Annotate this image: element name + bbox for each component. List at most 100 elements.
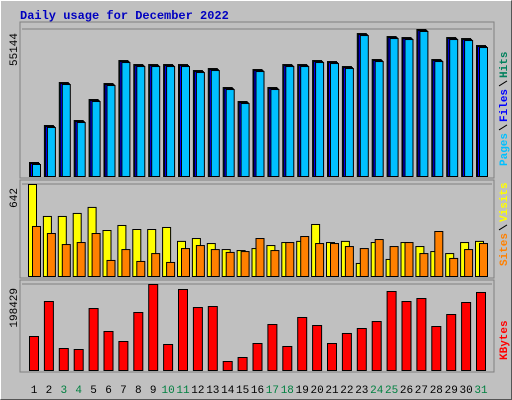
bar	[297, 316, 308, 372]
bar	[255, 238, 265, 277]
x-tick-label: 12	[191, 385, 204, 397]
bar	[476, 291, 486, 372]
x-tick-label: 21	[325, 385, 339, 397]
x-tick-label: 5	[90, 385, 97, 397]
bar	[312, 325, 323, 371]
bar	[240, 251, 250, 278]
bar	[267, 324, 278, 371]
bar	[121, 62, 131, 177]
bar	[106, 259, 116, 278]
bar	[73, 349, 84, 371]
bar	[210, 70, 220, 177]
bar	[76, 122, 86, 178]
bar	[58, 348, 69, 371]
x-tick-label: 19	[296, 385, 309, 397]
bar	[121, 249, 131, 277]
bar	[464, 40, 474, 178]
bar	[327, 342, 337, 372]
x-tick-label: 15	[236, 385, 249, 397]
x-tick-label: 30	[459, 385, 472, 397]
bar	[359, 248, 369, 277]
bar	[103, 330, 114, 372]
bar	[210, 249, 220, 277]
bar	[32, 164, 41, 178]
x-tick-label: 2	[46, 385, 53, 397]
bar	[330, 243, 339, 277]
x-tick-label: 29	[445, 385, 458, 397]
bar	[371, 321, 382, 371]
bar	[151, 253, 161, 277]
bar	[404, 39, 414, 178]
bar	[282, 345, 293, 371]
bar	[43, 301, 54, 371]
bar	[401, 301, 412, 371]
bar	[479, 243, 488, 277]
bar	[330, 63, 339, 177]
bar	[61, 244, 71, 277]
x-tick-label: 9	[150, 385, 157, 397]
x-tick-label: 17	[266, 385, 279, 397]
x-tick-label: 28	[430, 385, 443, 397]
bar	[46, 127, 56, 178]
bar	[449, 257, 459, 278]
bar	[133, 312, 144, 371]
y-tick-label: 55144	[9, 33, 21, 66]
legend-entry: Hits	[499, 52, 511, 78]
bar	[151, 66, 161, 177]
x-tick-label: 1	[31, 385, 38, 397]
x-tick-label: 24	[370, 385, 384, 397]
legend-separator	[498, 124, 508, 131]
panel	[19, 279, 495, 373]
x-tick-label: 13	[206, 385, 219, 397]
bar	[225, 251, 235, 278]
bar	[419, 253, 429, 277]
bar	[344, 246, 354, 278]
x-tick-label: 4	[75, 385, 82, 397]
bar	[446, 314, 457, 371]
chart-title: Daily usage for December 2022	[20, 9, 229, 23]
x-tick-label: 7	[120, 385, 127, 397]
bar	[374, 239, 384, 277]
bar	[389, 246, 399, 278]
bar	[389, 38, 399, 178]
bar	[166, 261, 176, 277]
x-tick-label: 8	[135, 385, 142, 397]
bar	[434, 61, 444, 177]
bar	[192, 307, 203, 371]
x-tick-label: 11	[176, 385, 190, 397]
legend-entry: Sites	[499, 233, 511, 266]
bar	[359, 35, 369, 178]
bar	[91, 233, 101, 277]
x-tick-label: 25	[385, 385, 398, 397]
bar	[88, 308, 99, 371]
x-tick-label: 27	[415, 385, 428, 397]
bar	[270, 250, 280, 278]
panel	[19, 21, 495, 179]
bar	[32, 225, 41, 278]
legend-entry: Visits	[499, 182, 511, 222]
bar	[136, 260, 146, 277]
x-tick-label: 20	[310, 385, 323, 397]
bar	[118, 341, 129, 372]
panel	[19, 179, 495, 279]
bar	[181, 66, 190, 177]
x-tick-label: 16	[251, 385, 264, 397]
bar	[461, 301, 472, 371]
bar	[449, 39, 459, 178]
bar	[315, 243, 325, 277]
bar	[178, 288, 188, 371]
bar	[91, 101, 101, 177]
bar	[464, 249, 474, 277]
x-tick-label: 18	[281, 385, 294, 397]
x-tick-label: 14	[221, 385, 235, 397]
bar	[431, 326, 442, 371]
bar	[315, 62, 325, 177]
x-tick-label: 3	[60, 385, 67, 397]
bar	[255, 71, 265, 177]
x-tick-label: 26	[400, 385, 413, 397]
bar	[207, 306, 218, 372]
bar	[270, 89, 280, 177]
x-tick-label: 10	[161, 385, 174, 397]
